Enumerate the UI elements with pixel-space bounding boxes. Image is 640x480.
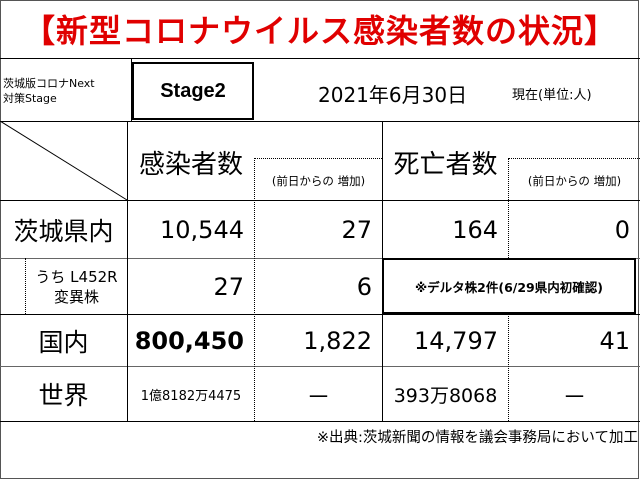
world-deaths-change: － [562, 382, 587, 411]
variant-bottom-line [0, 314, 640, 315]
ibaraki-bottom-line [0, 258, 640, 259]
row-label-world: 世界 [38, 381, 89, 410]
stage-value: Stage2 [132, 62, 254, 120]
variant-infections-change: 6 [356, 272, 372, 301]
column-deaths: 死亡者数 [393, 149, 498, 180]
column-infections: 感染者数 [138, 149, 243, 180]
column-deaths-change: (前日からの 増加) [527, 173, 622, 188]
ibaraki-deaths: 164 [452, 215, 498, 244]
stage-label: 茨城版コロナNext 対策Stage [3, 66, 131, 116]
report-date-suffix: 現在(単位:人) [512, 87, 592, 103]
world-infections: 1億8182万4475 [140, 388, 242, 404]
header-bottom-line [0, 200, 640, 201]
world-bottom-line [0, 421, 640, 422]
ibaraki-infections-change: 27 [341, 215, 372, 244]
row-label-variant: うち L452R 変異株 [26, 259, 127, 314]
page-title: 【新型コロナウイルス感染者数の状況】 [22, 12, 617, 50]
infections-change-divider [254, 158, 255, 421]
deaths-change-divider-top [508, 158, 509, 258]
variant-infections: 27 [213, 272, 244, 301]
row-label-ibaraki: 茨城県内 [13, 216, 114, 246]
column-infections-change: (前日からの 増加) [271, 173, 366, 188]
diagonal-header-cell [0, 121, 128, 201]
national-deaths: 14,797 [414, 326, 498, 355]
variant-label-line1: うち L452R [35, 267, 118, 286]
national-infections: 800,450 [134, 326, 244, 355]
world-infections-change: － [306, 382, 331, 411]
deaths-change-header-line [508, 158, 640, 159]
report-date: 2021年6月30日 [318, 82, 468, 107]
deaths-change-divider-bottom [508, 314, 509, 421]
infections-change-header-line [254, 158, 382, 159]
title-divider [0, 58, 640, 59]
row-label-national: 国内 [38, 327, 89, 357]
delta-variant-note: ※デルタ株2件(6/29県内初確認) [382, 258, 636, 314]
label-column-line [127, 121, 128, 421]
national-infections-change: 1,822 [303, 326, 372, 355]
world-deaths: 393万8068 [393, 384, 498, 407]
national-deaths-change: 41 [599, 326, 630, 355]
variant-label-line2: 変異株 [53, 287, 99, 306]
national-bottom-line [0, 366, 640, 367]
stage-label-divider [131, 58, 132, 122]
ibaraki-infections: 10,544 [160, 215, 244, 244]
source-note: ※出典:茨城新聞の情報を議会事務局において加工 [316, 429, 638, 446]
stage-label-line1: 茨城版コロナNext [3, 77, 95, 90]
stage-label-line2: 対策Stage [3, 92, 57, 105]
variant-indent-line [25, 258, 26, 314]
ibaraki-deaths-change: 0 [614, 215, 630, 244]
table-top-line [0, 121, 640, 122]
